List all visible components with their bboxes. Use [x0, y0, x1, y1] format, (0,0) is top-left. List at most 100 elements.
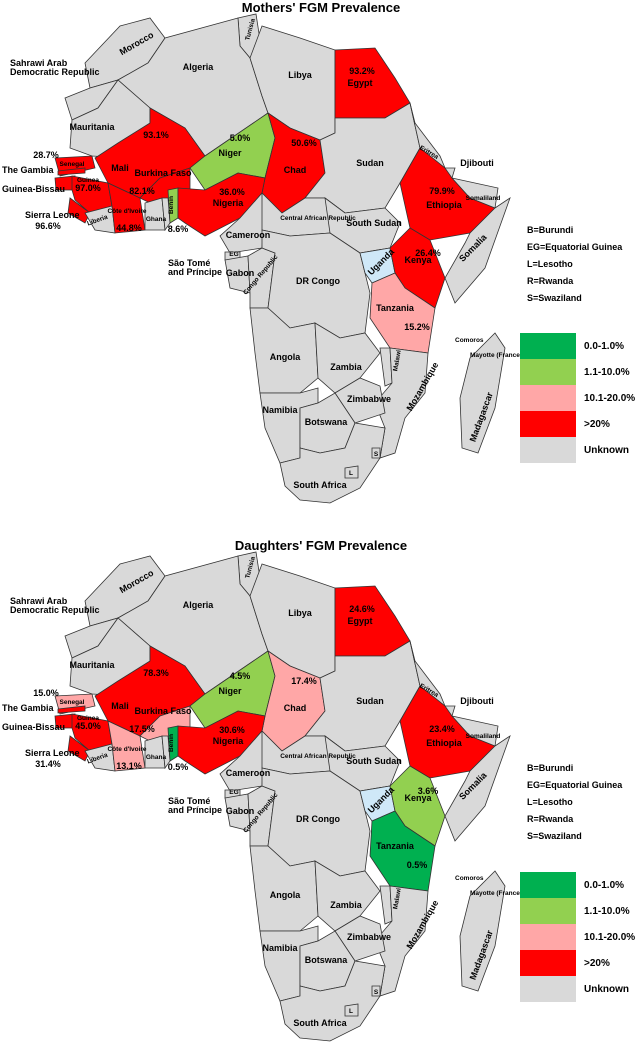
country-label: Kenya [404, 793, 432, 803]
country-label: Gabon [226, 268, 255, 278]
country-label: Somaliland [466, 733, 501, 740]
country-label: Libya [288, 608, 313, 618]
country-zambia [314, 860, 381, 932]
country-label: Sahrawi Arab Democratic Republic [10, 58, 100, 77]
country-label: Sierra Leone [25, 748, 80, 758]
country-label: Burkina Faso [134, 168, 192, 178]
country-label: Egypt [347, 78, 372, 88]
prevalence-value: 28.7% [33, 150, 59, 160]
prevalence-value: 4.5% [230, 671, 251, 681]
country-madagascar [459, 870, 506, 992]
country-label: Somaliland [466, 195, 501, 202]
legend-label: Unknown [584, 444, 629, 456]
country-label: São Tomé and Príncipe [168, 258, 222, 277]
abbr-burundi: B=Burundi [527, 763, 574, 773]
country-label: Côte d'Ivoire [107, 746, 146, 753]
prevalence-value: 78.3% [143, 668, 169, 678]
country-eritrea [409, 640, 446, 707]
country-mozambique [374, 347, 429, 459]
country-label: EG [229, 789, 238, 796]
abbr-eq-guinea: EG=Equatorial Guinea [527, 780, 623, 790]
country-gambia [57, 705, 86, 714]
country-label: Chad [284, 165, 307, 175]
country-label: Angola [270, 890, 301, 900]
legend-swatch [520, 872, 576, 898]
legend-label: 10.1-20.0% [584, 392, 636, 404]
country-label: Cameroon [226, 768, 271, 778]
country-somalia [444, 734, 511, 842]
country-malawi [379, 347, 393, 387]
country-label: Burkina Faso [134, 706, 192, 716]
abbr-burundi: B=Burundi [527, 225, 574, 235]
country-somalia [444, 196, 511, 304]
country-zambia [314, 322, 381, 394]
country-ghana [144, 735, 166, 769]
country-south-africa [279, 960, 386, 1042]
prevalence-value: 45.0% [75, 721, 101, 731]
country-mozambique [374, 885, 429, 997]
country-label: Mauritania [69, 660, 115, 670]
country-malawi [379, 885, 393, 925]
legend: 0.0-1.0% 1.1-10.0% 10.1-20.0% >20% Unkno… [520, 333, 638, 463]
prevalence-value: 96.6% [35, 221, 61, 231]
legend-label: 1.1-10.0% [584, 366, 630, 378]
prevalence-value: 31.4% [35, 759, 61, 769]
country-label: DR Congo [296, 814, 340, 824]
country-cote [107, 182, 146, 234]
country-tanzania [369, 272, 436, 354]
prevalence-value: 0.5% [168, 762, 189, 772]
country-label: Namibia [262, 405, 298, 415]
prevalence-value: 79.9% [429, 186, 455, 196]
country-label: Niger [218, 148, 242, 158]
legend: 0.0-1.0% 1.1-10.0% 10.1-20.0% >20% Unkno… [520, 872, 638, 1002]
country-label: L [349, 1008, 353, 1015]
legend-swatch [520, 411, 576, 437]
prevalence-value: 24.6% [349, 604, 375, 614]
legend-item: Unknown [520, 976, 638, 1002]
prevalence-value: 26.4% [415, 248, 441, 258]
prevalence-value: 13.1% [116, 761, 142, 771]
country-label: Ethiopia [426, 738, 462, 748]
legend-label: Unknown [584, 983, 629, 995]
country-label: Zimbabwe [347, 932, 391, 942]
country-label: South Africa [293, 480, 347, 490]
prevalence-value: 17.4% [291, 676, 317, 686]
legend-label: 0.0-1.0% [584, 879, 625, 891]
country-label: Mauritania [69, 122, 115, 132]
prevalence-value: 0.5% [407, 860, 428, 870]
country-l [344, 1003, 359, 1017]
country-madagascar [459, 332, 506, 454]
legend-swatch [520, 333, 576, 359]
legend-swatch [520, 898, 576, 924]
legend-label: 10.1-20.0% [584, 931, 636, 943]
country-label: Zambia [330, 900, 363, 910]
country-label: Mali [111, 163, 129, 173]
abbr-rwanda: R=Rwanda [527, 276, 574, 286]
country-label: Chad [284, 703, 307, 713]
country-label: Comoros [455, 875, 484, 882]
prevalence-value: 5.0% [230, 133, 251, 143]
legend-item: >20% [520, 950, 638, 976]
country-label: Sahrawi Arab Democratic Republic [10, 596, 100, 615]
country-label: São Tomé and Príncipe [168, 796, 222, 815]
prevalence-value: 93.1% [143, 130, 169, 140]
legend-swatch [520, 976, 576, 1002]
legend-label: 1.1-10.0% [584, 905, 630, 917]
abbr-lesotho: L=Lesotho [527, 259, 573, 269]
country-label: Zambia [330, 362, 363, 372]
country-label: Egypt [347, 616, 372, 626]
legend-label: >20% [584, 957, 610, 969]
country-gambia [57, 167, 86, 176]
prevalence-value: 50.6% [291, 138, 317, 148]
legend-item: 10.1-20.0% [520, 385, 638, 411]
country-label: South Sudan [346, 218, 402, 228]
country-label: Benin [168, 196, 175, 214]
country-label: Algeria [183, 600, 215, 610]
country-label: Niger [218, 686, 242, 696]
country-s [371, 985, 381, 997]
country-label: Botswana [305, 417, 349, 427]
prevalence-value: 36.0% [219, 187, 245, 197]
country-label: EG [229, 251, 238, 258]
country-label: Mali [111, 701, 129, 711]
country-label: Sudan [356, 158, 384, 168]
